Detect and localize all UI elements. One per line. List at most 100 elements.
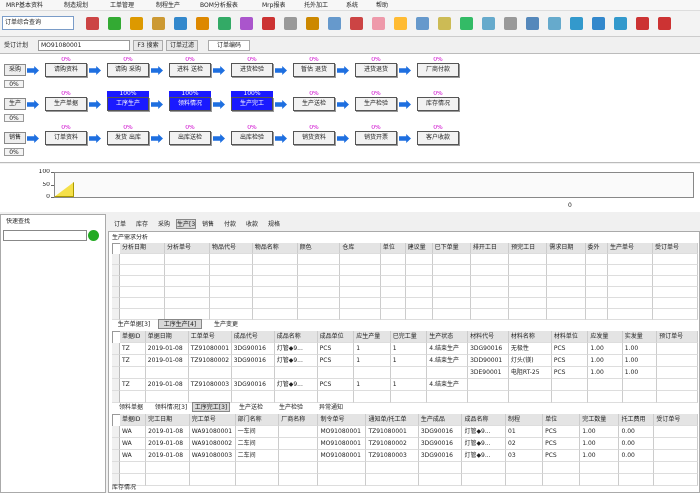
toolbar-button[interactable] — [240, 17, 253, 30]
flow-step[interactable]: 出库送检 — [169, 131, 211, 145]
flow-step[interactable]: 订单资料 — [45, 131, 87, 145]
tab[interactable]: 生产单据[3] — [117, 321, 151, 328]
tab[interactable]: 工序完工[3] — [192, 402, 230, 412]
column-header: 制令单号 — [318, 414, 367, 426]
flow-row-label[interactable]: 销售 — [4, 132, 26, 144]
flow-row-label[interactable]: 生产 — [4, 98, 26, 110]
flow-step[interactable]: 进货退货 — [355, 63, 397, 77]
toolbar-button[interactable] — [526, 17, 539, 30]
tab[interactable]: 工序生产[4] — [158, 319, 202, 329]
tab[interactable]: 领料情况[3] — [154, 404, 188, 411]
flow-step[interactable]: 生产送检 — [293, 97, 335, 111]
footer-tab[interactable]: 库存情况 — [112, 484, 137, 491]
menu-item[interactable]: 托外加工 — [304, 2, 329, 9]
flow-step[interactable]: 领料情况 — [169, 97, 211, 111]
flow-step[interactable]: 库存情况 — [417, 97, 459, 111]
column-header: 单位 — [543, 414, 581, 426]
toolbar-button[interactable] — [592, 17, 605, 30]
tab[interactable]: 付款 — [223, 221, 236, 228]
toolbar-button[interactable] — [570, 17, 583, 30]
table-cell — [580, 462, 620, 474]
toolbar-button[interactable] — [416, 17, 429, 30]
table-cell — [432, 276, 471, 287]
column-header: 应生产量 — [354, 331, 391, 343]
filter-button[interactable]: 订单过滤 — [166, 40, 198, 51]
menu-item[interactable]: 工单管理 — [110, 2, 135, 9]
toolbar-button[interactable] — [86, 17, 99, 30]
tab[interactable]: 收款 — [245, 221, 258, 228]
search-button[interactable]: F3 搜索 — [133, 40, 163, 51]
menu-item[interactable]: Mrp报表 — [262, 2, 286, 9]
tab[interactable]: 规格 — [267, 221, 280, 228]
toolbar-button[interactable] — [482, 17, 495, 30]
menu-item[interactable]: 系统 — [346, 2, 359, 9]
flow-step[interactable]: 暂估 退货 — [293, 63, 335, 77]
toolbar-button[interactable] — [196, 17, 209, 30]
step-percent: 0% — [371, 57, 381, 63]
flow-step[interactable]: 请购资料 — [45, 63, 87, 77]
tab[interactable]: 生产变更 — [213, 321, 238, 328]
toolbar-button[interactable] — [504, 17, 517, 30]
flow-step[interactable]: 生产单据 — [45, 97, 87, 111]
toolbar-button[interactable] — [658, 17, 671, 30]
flow-step[interactable]: 销货开票 — [355, 131, 397, 145]
toolbar-button[interactable] — [152, 17, 165, 30]
tab[interactable]: 销售 — [201, 221, 214, 228]
toolbar-button[interactable] — [614, 17, 627, 30]
flow-step[interactable]: 出库检验 — [231, 131, 273, 145]
quick-input[interactable] — [3, 230, 87, 241]
table-cell — [509, 298, 548, 309]
flow-step[interactable]: 生产完工 — [231, 97, 273, 111]
table-cell — [470, 287, 510, 298]
toolbar-button[interactable] — [284, 17, 297, 30]
flow-step[interactable]: 进料 送检 — [169, 63, 211, 77]
flow-step[interactable]: 工序生产 — [107, 97, 149, 111]
column-header: 生产状态 — [427, 331, 469, 343]
flow-step[interactable]: 厂商付款 — [417, 63, 459, 77]
toolbar-button[interactable] — [218, 17, 231, 30]
menu-item[interactable]: MRP基本资料 — [6, 2, 43, 9]
flow-row-label[interactable]: 采购 — [4, 64, 26, 76]
toolbar-button[interactable] — [130, 17, 143, 30]
menu-item[interactable]: BOM分析报表 — [200, 2, 238, 9]
query-select[interactable]: 订单综合查询 — [2, 16, 74, 30]
flow-step[interactable]: 生产检验 — [355, 97, 397, 111]
flow-step[interactable]: 请购 采购 — [107, 63, 149, 77]
menu-item[interactable]: 制程生产 — [156, 2, 181, 9]
toolbar-button[interactable] — [174, 17, 187, 30]
tab[interactable]: 库存 — [135, 221, 148, 228]
toolbar-button[interactable] — [306, 17, 319, 30]
menu-item[interactable]: 制造规划 — [64, 2, 89, 9]
row-marker — [112, 276, 120, 287]
flow-step[interactable]: 发货 出库 — [107, 131, 149, 145]
section-title: 生产需求分析 — [112, 234, 149, 241]
toolbar-button[interactable] — [108, 17, 121, 30]
order-input[interactable]: MO91080001 — [38, 40, 130, 51]
toolbar-button[interactable] — [636, 17, 649, 30]
menu-item[interactable]: 帮助 — [376, 2, 389, 9]
toolbar-button[interactable] — [262, 17, 275, 30]
toolbar-button[interactable] — [460, 17, 473, 30]
toolbar-button[interactable] — [394, 17, 407, 30]
order-tab[interactable]: 订单编码 — [208, 40, 250, 51]
toolbar-button[interactable] — [350, 17, 363, 30]
flow-step[interactable]: 客户收款 — [417, 131, 459, 145]
tab[interactable]: 生产检验 — [278, 404, 303, 411]
tab[interactable]: 采购 — [157, 221, 170, 228]
flow-step[interactable]: 进货检验 — [231, 63, 273, 77]
toolbar-button[interactable] — [372, 17, 385, 30]
flow-step[interactable]: 销货资料 — [293, 131, 335, 145]
flow-arrow — [337, 100, 349, 109]
quick-button[interactable] — [88, 230, 99, 241]
tab[interactable]: 订单 — [113, 221, 126, 228]
table-cell: WA — [120, 450, 147, 462]
tab[interactable]: 生产[3] — [176, 219, 196, 229]
toolbar-button[interactable] — [438, 17, 451, 30]
tab[interactable]: 异常通知 — [318, 404, 343, 411]
toolbar-button[interactable] — [548, 17, 561, 30]
tab[interactable]: 领料单据 — [118, 404, 143, 411]
tab[interactable]: 生产送检 — [238, 404, 263, 411]
table-cell — [653, 309, 698, 320]
toolbar-button[interactable] — [328, 17, 341, 30]
